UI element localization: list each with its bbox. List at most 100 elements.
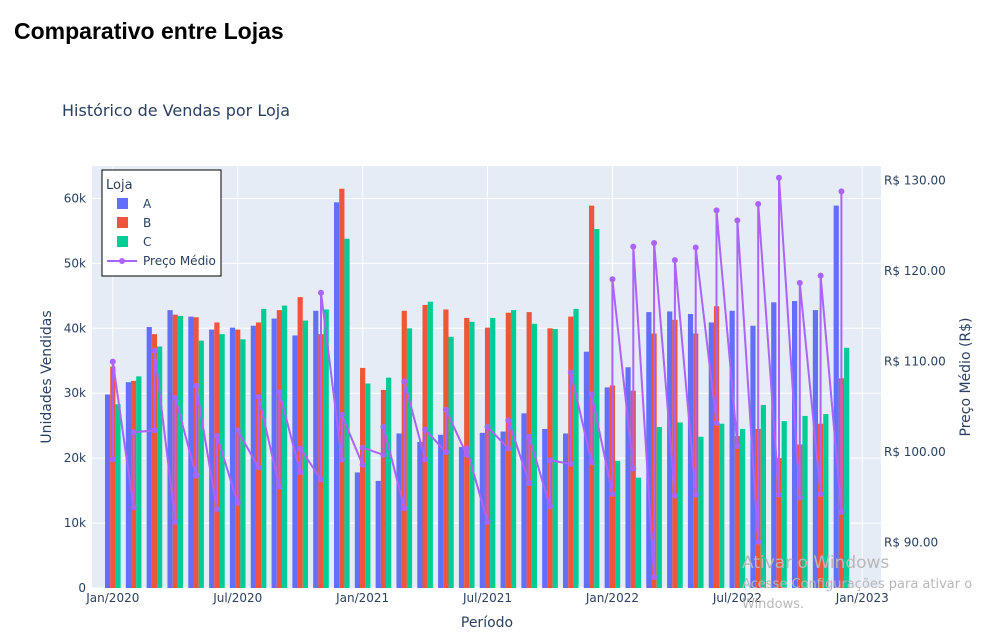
price-marker [775, 491, 782, 498]
bar-a [604, 387, 610, 588]
bar-c [781, 421, 787, 588]
bar-a [708, 322, 714, 588]
bar-c [448, 336, 454, 588]
watermark-line-2: Acesse Configurações para ativar o [742, 577, 972, 592]
bar-a [479, 432, 485, 588]
bar-c [698, 436, 704, 588]
legend-item-preco-medio[interactable]: Preço Médio [107, 254, 216, 268]
bar-c [115, 404, 121, 588]
price-line-layer [109, 174, 845, 581]
price-marker [588, 459, 595, 466]
price-marker [151, 347, 158, 354]
price-marker [567, 460, 574, 467]
y-tick-label: 10k [64, 516, 86, 530]
bar-a [625, 367, 631, 588]
windows-activation-watermark: Ativar o Windows Acesse Configurações pa… [742, 553, 972, 612]
bar-c [365, 383, 371, 588]
x-tick-label: Jul/2022 [712, 591, 762, 605]
price-marker [651, 239, 658, 246]
price-marker [817, 272, 824, 279]
y2-tick-label: R$ 120.00 [884, 264, 946, 278]
price-line [111, 177, 843, 578]
bar-a [729, 310, 735, 588]
price-marker [775, 174, 782, 181]
bar-c [802, 415, 808, 588]
bar-b [713, 306, 720, 588]
price-marker [692, 491, 699, 498]
y2-tick-label: R$ 110.00 [884, 355, 946, 369]
price-marker [505, 445, 512, 452]
bar-a [687, 314, 694, 588]
bar-a [209, 329, 215, 588]
bar-a [125, 382, 132, 588]
bar-c [656, 426, 662, 588]
bar-a [313, 310, 319, 588]
bar-c [635, 477, 642, 588]
bar-c [510, 310, 517, 588]
bar-a [229, 327, 236, 588]
price-marker [317, 289, 324, 296]
bar-c [427, 301, 433, 588]
price-marker [671, 257, 678, 264]
price-marker [463, 445, 470, 452]
price-marker [172, 394, 179, 401]
bar-c [719, 423, 725, 588]
legend-label-c: C [143, 235, 151, 249]
bar-b [151, 334, 158, 588]
price-marker [234, 499, 241, 506]
bar-c [739, 428, 746, 588]
bar-a [542, 428, 548, 588]
price-marker [380, 451, 387, 458]
y-tick-label: 50k [64, 256, 86, 270]
bar-c [281, 305, 288, 588]
axes-layer: 0 10k 20k 30k 40k 50k 60k R$ 90.00 R$ 100.00 R$ 1… [64, 173, 946, 605]
bar-a [375, 480, 381, 588]
bar-a [646, 312, 652, 588]
price-marker [109, 358, 116, 365]
x-tick-label: Jan/2020 [85, 591, 139, 605]
price-marker [838, 508, 845, 515]
price-marker [422, 456, 429, 463]
price-marker [588, 391, 595, 398]
legend[interactable]: Loja A B C Preço Médio [101, 169, 222, 277]
price-marker [193, 383, 200, 390]
bar-b [380, 389, 387, 588]
price-marker [213, 506, 220, 513]
price-marker [359, 461, 366, 468]
bar-c [823, 414, 829, 588]
bar-c [677, 422, 683, 588]
legend-item-a[interactable]: A [117, 197, 152, 211]
price-marker [838, 188, 845, 195]
price-marker [734, 442, 741, 449]
price-marker [630, 465, 637, 472]
bar-b [297, 297, 303, 588]
bar-a [792, 301, 798, 588]
x-tick-label: Jan/2022 [585, 591, 639, 605]
bar-a [667, 311, 673, 588]
y2-tick-label: R$ 90.00 [884, 536, 938, 550]
price-marker [630, 243, 637, 250]
price-marker [338, 456, 345, 463]
bar-c [323, 309, 329, 588]
x-tick-label: Jan/2021 [335, 591, 389, 605]
legend-item-c[interactable]: C [117, 235, 151, 249]
price-marker [546, 457, 553, 464]
price-marker [755, 538, 762, 545]
price-marker [172, 518, 179, 525]
price-marker [796, 279, 803, 286]
bar-b [630, 390, 636, 588]
legend-label-preco-medio: Preço Médio [143, 254, 216, 268]
bar-a [105, 394, 111, 588]
bar-b [110, 366, 116, 588]
price-marker [422, 426, 429, 433]
legend-swatch-b [117, 217, 128, 228]
price-marker [651, 574, 658, 581]
price-marker [463, 451, 470, 458]
bar-a [833, 205, 839, 588]
legend-item-b[interactable]: B [117, 216, 151, 230]
price-marker [401, 378, 408, 385]
bar-a [146, 327, 152, 588]
bar-a [771, 302, 777, 588]
chart-title: Histórico de Vendas por Loja [62, 101, 290, 120]
page-heading: Comparativo entre Lojas [14, 18, 284, 44]
